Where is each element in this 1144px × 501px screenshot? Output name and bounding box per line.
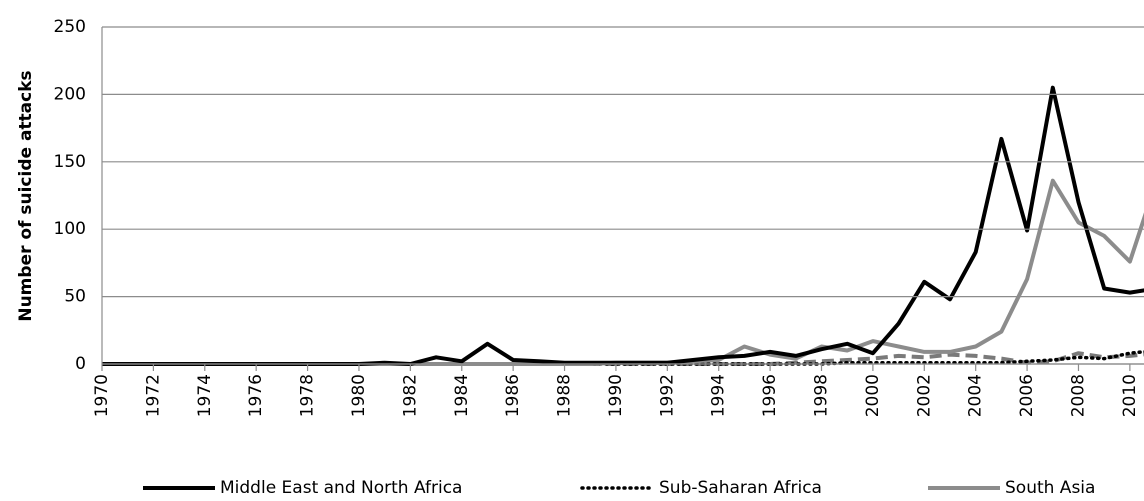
- y-tick-label: 0: [75, 354, 86, 374]
- x-tick-label: 2008: [1068, 374, 1088, 417]
- x-tick-label: 2006: [1017, 374, 1037, 417]
- x-tick-label: 1992: [657, 374, 677, 417]
- x-tick-label: 1986: [503, 374, 523, 417]
- plot-area: [102, 85, 1144, 366]
- x-tick-label: 1978: [298, 374, 318, 417]
- y-tick-label: 150: [54, 152, 86, 172]
- y-tick-label: 200: [54, 84, 86, 104]
- x-tick-label: 1982: [400, 374, 420, 417]
- y-tick-label: 50: [64, 287, 86, 307]
- x-tick-label: 1980: [349, 374, 369, 417]
- x-tick-label: 2010: [1120, 374, 1140, 417]
- series-line: [102, 85, 1144, 366]
- x-tick-label: 1976: [246, 374, 266, 417]
- x-tick-label: 2004: [966, 374, 986, 417]
- x-tick-label: 1988: [555, 374, 575, 417]
- legend-label: Middle East and North Africa: [220, 478, 462, 497]
- x-tick-label: 2000: [863, 374, 883, 417]
- legend-label: Sub-Saharan Africa: [659, 478, 822, 497]
- x-tick-label: 1990: [606, 374, 626, 417]
- x-tick-label: 1996: [760, 374, 780, 417]
- x-tick-label: 1984: [452, 374, 472, 417]
- x-tick-label: 1998: [812, 374, 832, 417]
- y-axis-label: Number of suicide attacks: [16, 70, 36, 321]
- legend-label: South Asia: [1005, 478, 1095, 497]
- x-tick-label: 1970: [92, 374, 112, 417]
- x-tick-label: 1994: [709, 374, 729, 417]
- x-tick-label: 2002: [914, 374, 934, 417]
- y-tick-label: 100: [54, 219, 86, 239]
- y-tick-label: 250: [54, 17, 86, 37]
- x-tick-label: 1974: [195, 374, 215, 417]
- x-tick-label: 1972: [143, 374, 163, 417]
